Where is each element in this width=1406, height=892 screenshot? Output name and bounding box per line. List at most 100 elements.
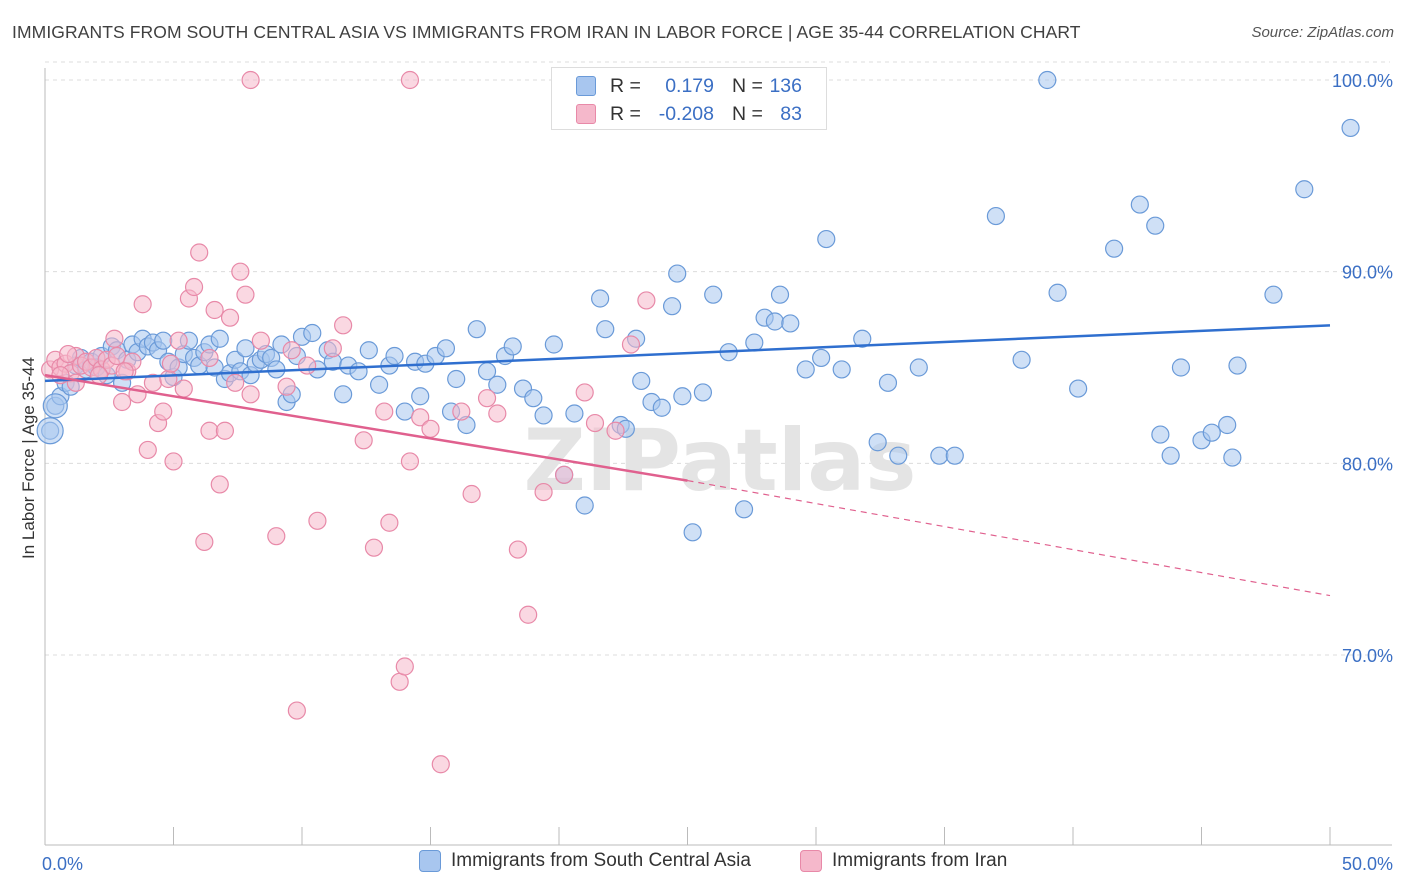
blue-point (683, 523, 702, 542)
blue-point (693, 383, 713, 402)
n-label: N = (732, 103, 763, 125)
legend-label: Immigrants from Iran (832, 850, 1008, 871)
pink-swatch (800, 850, 822, 872)
blue-point (349, 362, 368, 381)
pink-point (59, 344, 78, 364)
labels-layer: 70.0% 80.0% 90.0% 100.0% 0.0% 50.0% In Labor F… (19, 71, 1393, 874)
blue-point (1228, 356, 1247, 375)
blue-point (565, 404, 584, 423)
blue-point (945, 446, 964, 465)
blue-point (436, 339, 456, 358)
pink-point (200, 421, 219, 440)
correlation-legend: R = 0.179 N = 136 R = -0.208 N = 83 (551, 67, 827, 130)
blue-point (575, 496, 594, 515)
r-label: R = (610, 103, 641, 125)
y-axis-label: In Labor Force | Age 35-44 (19, 357, 38, 559)
pink-point (400, 70, 420, 90)
trend-layer (44, 324, 1331, 597)
blue-point (1264, 285, 1283, 304)
y-tick-label: 70.0% (1342, 646, 1393, 666)
blue-point (1069, 379, 1088, 398)
blue-point (411, 387, 430, 406)
pink-point (334, 316, 353, 335)
pink-point (200, 348, 219, 368)
blue-point (1202, 423, 1221, 442)
blue-point (878, 373, 898, 392)
axes-layer (44, 68, 1392, 846)
pink-point (164, 452, 183, 471)
blue-point (591, 289, 610, 308)
blue-point (673, 387, 692, 406)
blue-point (1151, 425, 1170, 444)
blue-point (662, 297, 682, 316)
blue-point (236, 339, 255, 358)
pink-point (606, 421, 625, 440)
pink-point (159, 369, 178, 389)
n-value: 136 (769, 75, 802, 97)
pink-point (161, 354, 181, 373)
blue-point (385, 346, 404, 366)
blue-point (930, 446, 949, 465)
pink-point (66, 373, 85, 392)
grid-layer (45, 61, 1390, 656)
blue-point (1171, 358, 1191, 377)
pink-point (375, 402, 394, 421)
blue-point (447, 369, 466, 389)
pink-point (210, 475, 229, 494)
blue-point (812, 348, 831, 368)
blue-point (524, 389, 543, 408)
blue-point (704, 285, 723, 304)
pink-point (390, 672, 409, 691)
blue-point (765, 312, 784, 331)
pink-point (115, 362, 134, 381)
blue-point (488, 375, 507, 394)
pink-point (477, 389, 497, 408)
blue-point (770, 285, 790, 304)
pink-point (89, 366, 109, 385)
pink-point (411, 408, 430, 427)
blue-point (632, 371, 651, 391)
pink-point (107, 346, 127, 366)
blue-point (1218, 415, 1237, 435)
pink-point (220, 308, 240, 327)
pink-point (184, 277, 204, 297)
blue-point (781, 314, 800, 333)
blue-point (652, 398, 671, 417)
pink-point (308, 511, 327, 530)
legend-row-blue: R = 0.179 N = 136 (552, 72, 828, 100)
legend-item-iran[interactable]: Immigrants from Iran (800, 850, 1007, 872)
x-tick-label: 0.0% (42, 854, 83, 874)
pink-point (508, 540, 527, 559)
blue-point (1130, 195, 1149, 214)
blue-point (745, 333, 764, 352)
y-tick-label: 90.0% (1342, 263, 1393, 283)
blue-point (1105, 239, 1124, 258)
blue-point (210, 329, 229, 348)
blue-point (734, 500, 754, 519)
pink-point (519, 605, 538, 624)
r-value: 0.179 (665, 75, 714, 97)
blue-point (1341, 118, 1360, 138)
blue-point (668, 264, 687, 283)
blue-point (334, 385, 353, 404)
blue-point (796, 360, 815, 379)
blue-swatch (576, 76, 596, 96)
blue-point (359, 341, 378, 360)
blue-point (534, 406, 553, 425)
pink-point (231, 262, 250, 281)
blue-point (986, 206, 1006, 226)
pink-point (431, 755, 450, 774)
pink-trend-extension (687, 479, 1331, 597)
pink-point (169, 331, 188, 350)
blue-point (1146, 216, 1165, 235)
legend-item-south-central-asia[interactable]: Immigrants from South Central Asia (419, 850, 751, 872)
pink-point (215, 421, 234, 440)
x-tick-label: 50.0% (1342, 854, 1393, 874)
blue-point (395, 402, 414, 421)
blue-point (853, 329, 872, 348)
pink-point (190, 243, 209, 262)
pink-point (241, 385, 260, 404)
pink-swatch (576, 104, 596, 124)
pink-point (112, 392, 132, 412)
